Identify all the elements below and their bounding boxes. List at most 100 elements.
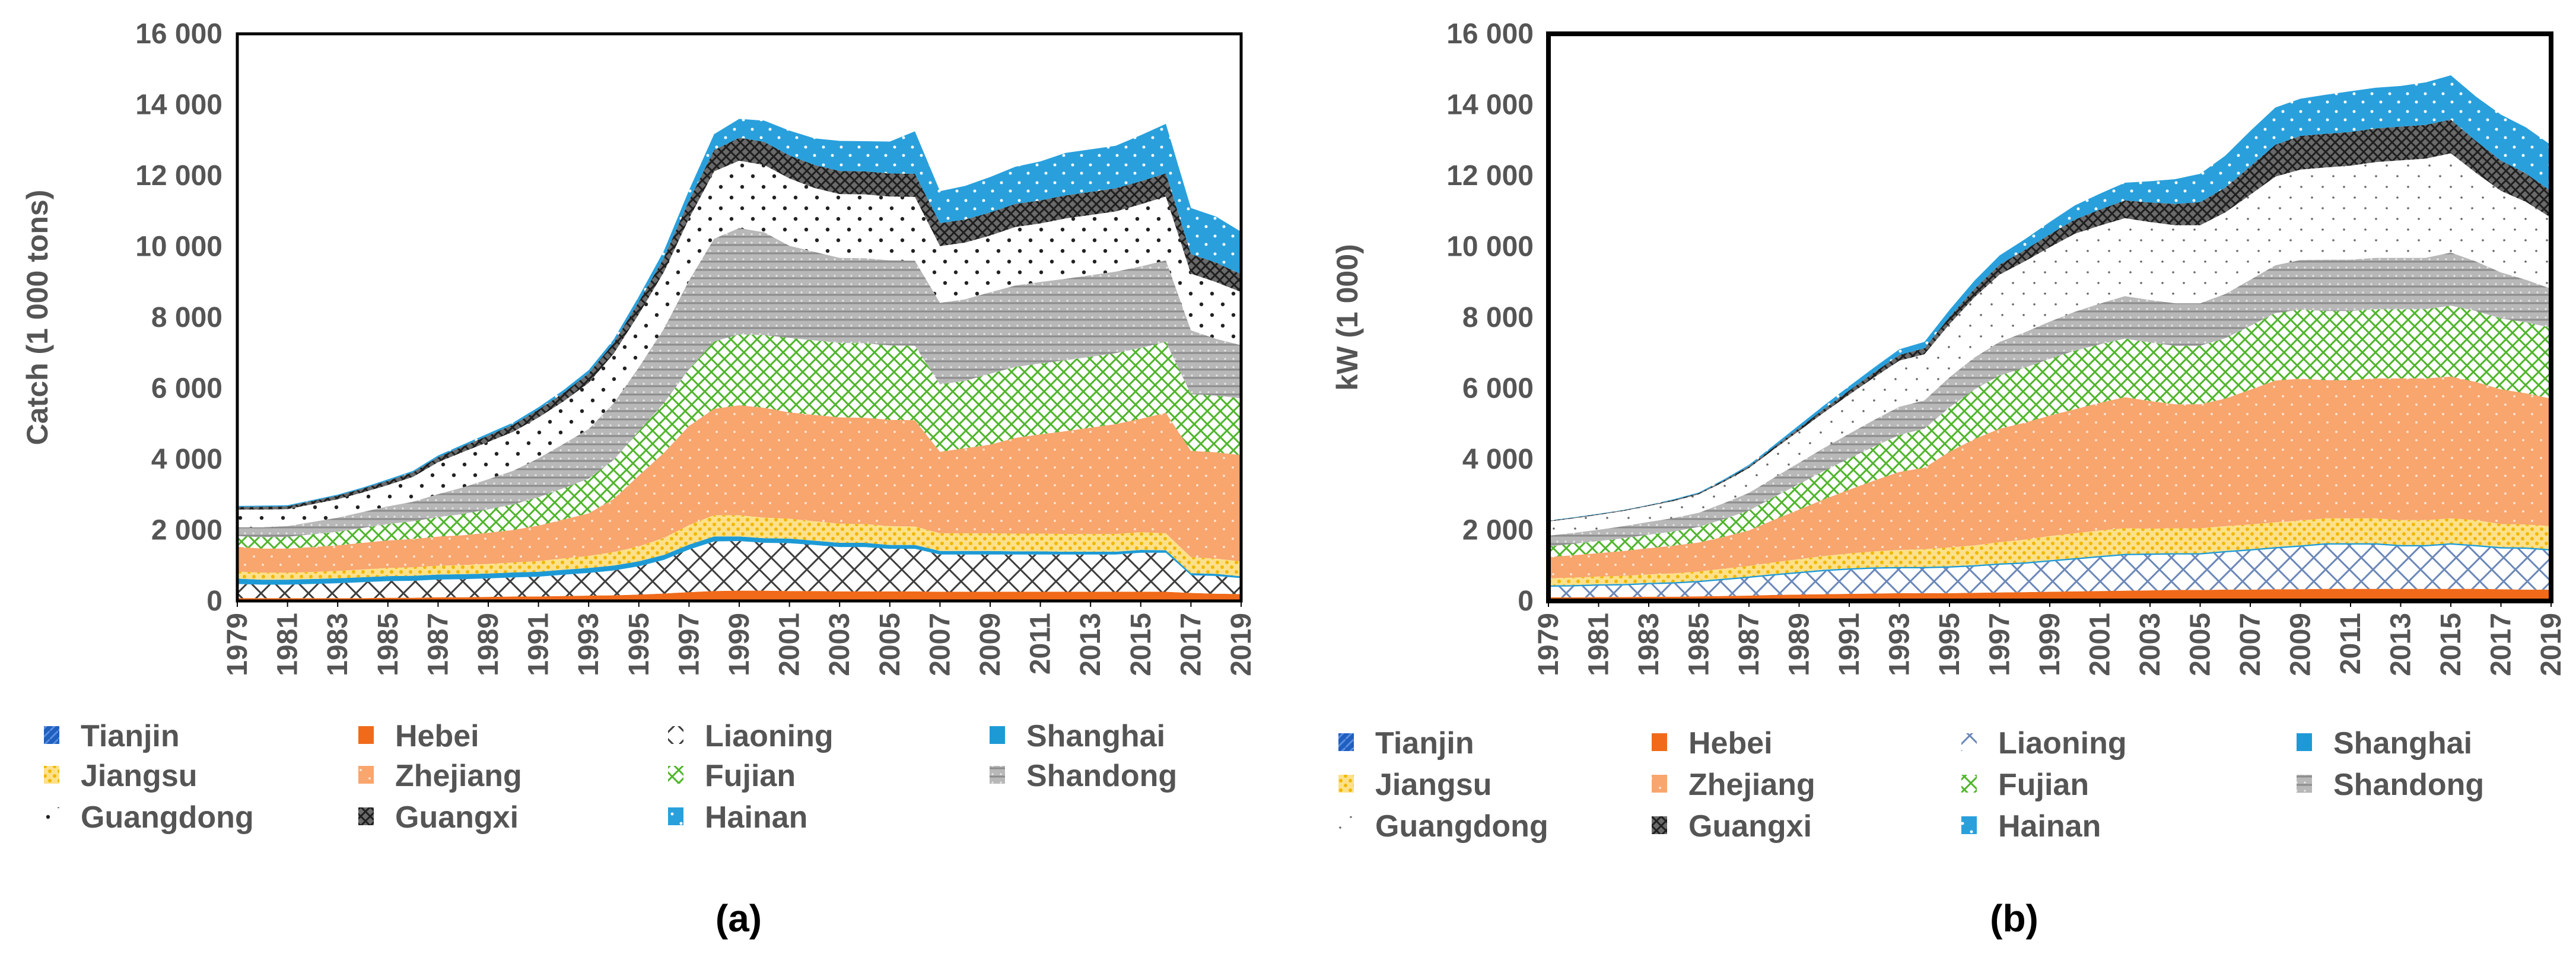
x-tick-label: 2013 (2386, 613, 2417, 676)
area-hebei (1548, 589, 2551, 600)
legend-label-shandong: Shandong (2333, 768, 2484, 802)
legend-label-liaoning: Liaoning (705, 719, 834, 753)
y-tick-label: 12 000 (1446, 160, 1534, 192)
legend-label-shanghai: Shanghai (1026, 719, 1165, 753)
legend-label-hebei: Hebei (1688, 726, 1773, 761)
area-fujian (237, 334, 1241, 549)
x-tick-label: 1997 (673, 613, 705, 676)
x-tick-label: 2003 (824, 613, 856, 676)
legend-a: Tianjin Hebei Liaoning Shanghai Jiangsu Zheji… (44, 719, 1177, 835)
y-tick-label: 6 000 (1462, 373, 1534, 405)
legend-label-jiangsu: Jiangsu (1375, 768, 1492, 802)
legend-label-tianjin: Tianjin (1375, 726, 1474, 761)
x-tick-label: 1999 (2034, 613, 2066, 676)
legend-swatch-hebei (358, 726, 374, 744)
legend-label-fujian: Fujian (1998, 768, 2089, 802)
x-tick-label: 2017 (1175, 613, 1207, 676)
chart-panel-a: 0 2 000 4 000 6 000 8 000 10 000 12 000 14 000 1… (21, 18, 1257, 940)
x-tick-label: 1979 (1533, 613, 1564, 676)
area-shandong (237, 228, 1241, 537)
x-tick-label: 2009 (975, 613, 1006, 676)
x-tick-label: 2015 (1125, 613, 1157, 676)
x-tick-label: 1995 (624, 613, 655, 676)
x-tick-label: 2007 (924, 613, 956, 676)
area-zhejiang (237, 405, 1241, 573)
legend-swatch-fujian (668, 766, 683, 784)
y-tick-label: 16 000 (135, 18, 222, 50)
legend-swatch-guangxi (1652, 816, 1667, 834)
legend-swatch-shanghai (990, 726, 1005, 744)
area-guangdong (1548, 153, 2551, 536)
area-zhejiang (1548, 376, 2551, 578)
x-tick-label: 2011 (2335, 613, 2367, 675)
x-tick-label: 1983 (322, 613, 354, 676)
area-fujian (1548, 306, 2551, 557)
legend-label-shandong: Shandong (1026, 759, 1177, 793)
legend-label-hainan: Hainan (705, 800, 807, 835)
y-tick-label: 0 (1518, 586, 1534, 617)
area-jiangsu (1548, 518, 2551, 586)
x-tick-label: 2015 (2435, 613, 2467, 676)
y-tick-label: 14 000 (135, 90, 222, 121)
y-tick-label: 12 000 (135, 160, 222, 192)
legend-swatch-guangdong (44, 807, 59, 825)
legend-b: Tianjin Hebei Liaoning Shanghai Jiangsu Zheji… (1338, 726, 2484, 844)
x-tick-label: 2001 (774, 613, 806, 676)
x-tick-label: 1981 (272, 613, 304, 676)
area-guangdong (237, 160, 1241, 527)
areas-a (237, 119, 1241, 601)
x-tick-label: 1995 (1934, 613, 1966, 676)
legend-label-guangxi: Guangxi (395, 800, 519, 835)
y-axis-label: kW (1 000) (1331, 244, 1364, 390)
x-tick-label: 1993 (573, 613, 605, 676)
legend-swatch-guangdong (1338, 816, 1354, 834)
area-hebei (237, 590, 1241, 600)
legend-swatch-hainan (1961, 816, 1977, 834)
x-tick-label: 1985 (373, 613, 404, 676)
y-tick-label: 10 000 (1446, 231, 1534, 263)
y-axis-label: Catch (1 000 tons) (21, 190, 54, 446)
x-tick-label: 1981 (1583, 613, 1615, 676)
legend-label-hebei: Hebei (395, 719, 479, 753)
legend-swatch-jiangsu (44, 766, 59, 784)
y-tick-label: 0 (206, 586, 222, 617)
x-tick-label: 1983 (1633, 613, 1665, 676)
x-tick-label: 1993 (1884, 613, 1916, 676)
y-tick-label: 2 000 (1462, 515, 1534, 546)
legend-swatch-liaoning (668, 726, 683, 744)
x-tick-label: 1997 (1985, 613, 2016, 676)
legend-swatch-zhejiang (358, 766, 374, 784)
legend-label-zhejiang: Zhejiang (395, 759, 522, 793)
legend-label-tianjin: Tianjin (81, 719, 180, 753)
legend-label-hainan: Hainan (1998, 809, 2101, 844)
legend-swatch-guangxi (358, 807, 374, 825)
panel-label-b: (b) (1990, 897, 2038, 940)
legend-label-zhejiang: Zhejiang (1688, 768, 1815, 802)
legend-swatch-jiangsu (1338, 775, 1354, 793)
y-tick-label: 6 000 (151, 373, 222, 405)
area-liaoning (1548, 544, 2551, 598)
legend-swatch-shandong (990, 766, 1005, 784)
x-tick-label: 2017 (2486, 613, 2517, 676)
x-tick-label: 2019 (2536, 613, 2567, 676)
legend-swatch-tianjin (1338, 733, 1354, 751)
x-tick-label: 2011 (1025, 613, 1057, 675)
x-tick-label: 2007 (2235, 613, 2266, 676)
x-tick-label: 2019 (1226, 613, 1257, 676)
area-hainan (237, 119, 1241, 507)
legend-swatch-liaoning (1961, 733, 1977, 751)
x-tick-label: 2005 (2185, 613, 2216, 676)
area-shanghai (237, 536, 1241, 585)
x-tick-label: 1989 (1784, 613, 1815, 676)
areas-b (1548, 75, 2551, 601)
legend-label-shanghai: Shanghai (2333, 726, 2472, 761)
x-tick-label: 1985 (1684, 613, 1715, 676)
legend-swatch-hainan (668, 807, 683, 825)
y-tick-label: 8 000 (151, 302, 222, 333)
area-guangxi (237, 138, 1241, 510)
x-tick-label: 2005 (874, 613, 906, 676)
x-tick-label: 2013 (1075, 613, 1106, 676)
x-tick-label: 1979 (222, 613, 253, 676)
legend-swatch-tianjin (44, 726, 59, 744)
